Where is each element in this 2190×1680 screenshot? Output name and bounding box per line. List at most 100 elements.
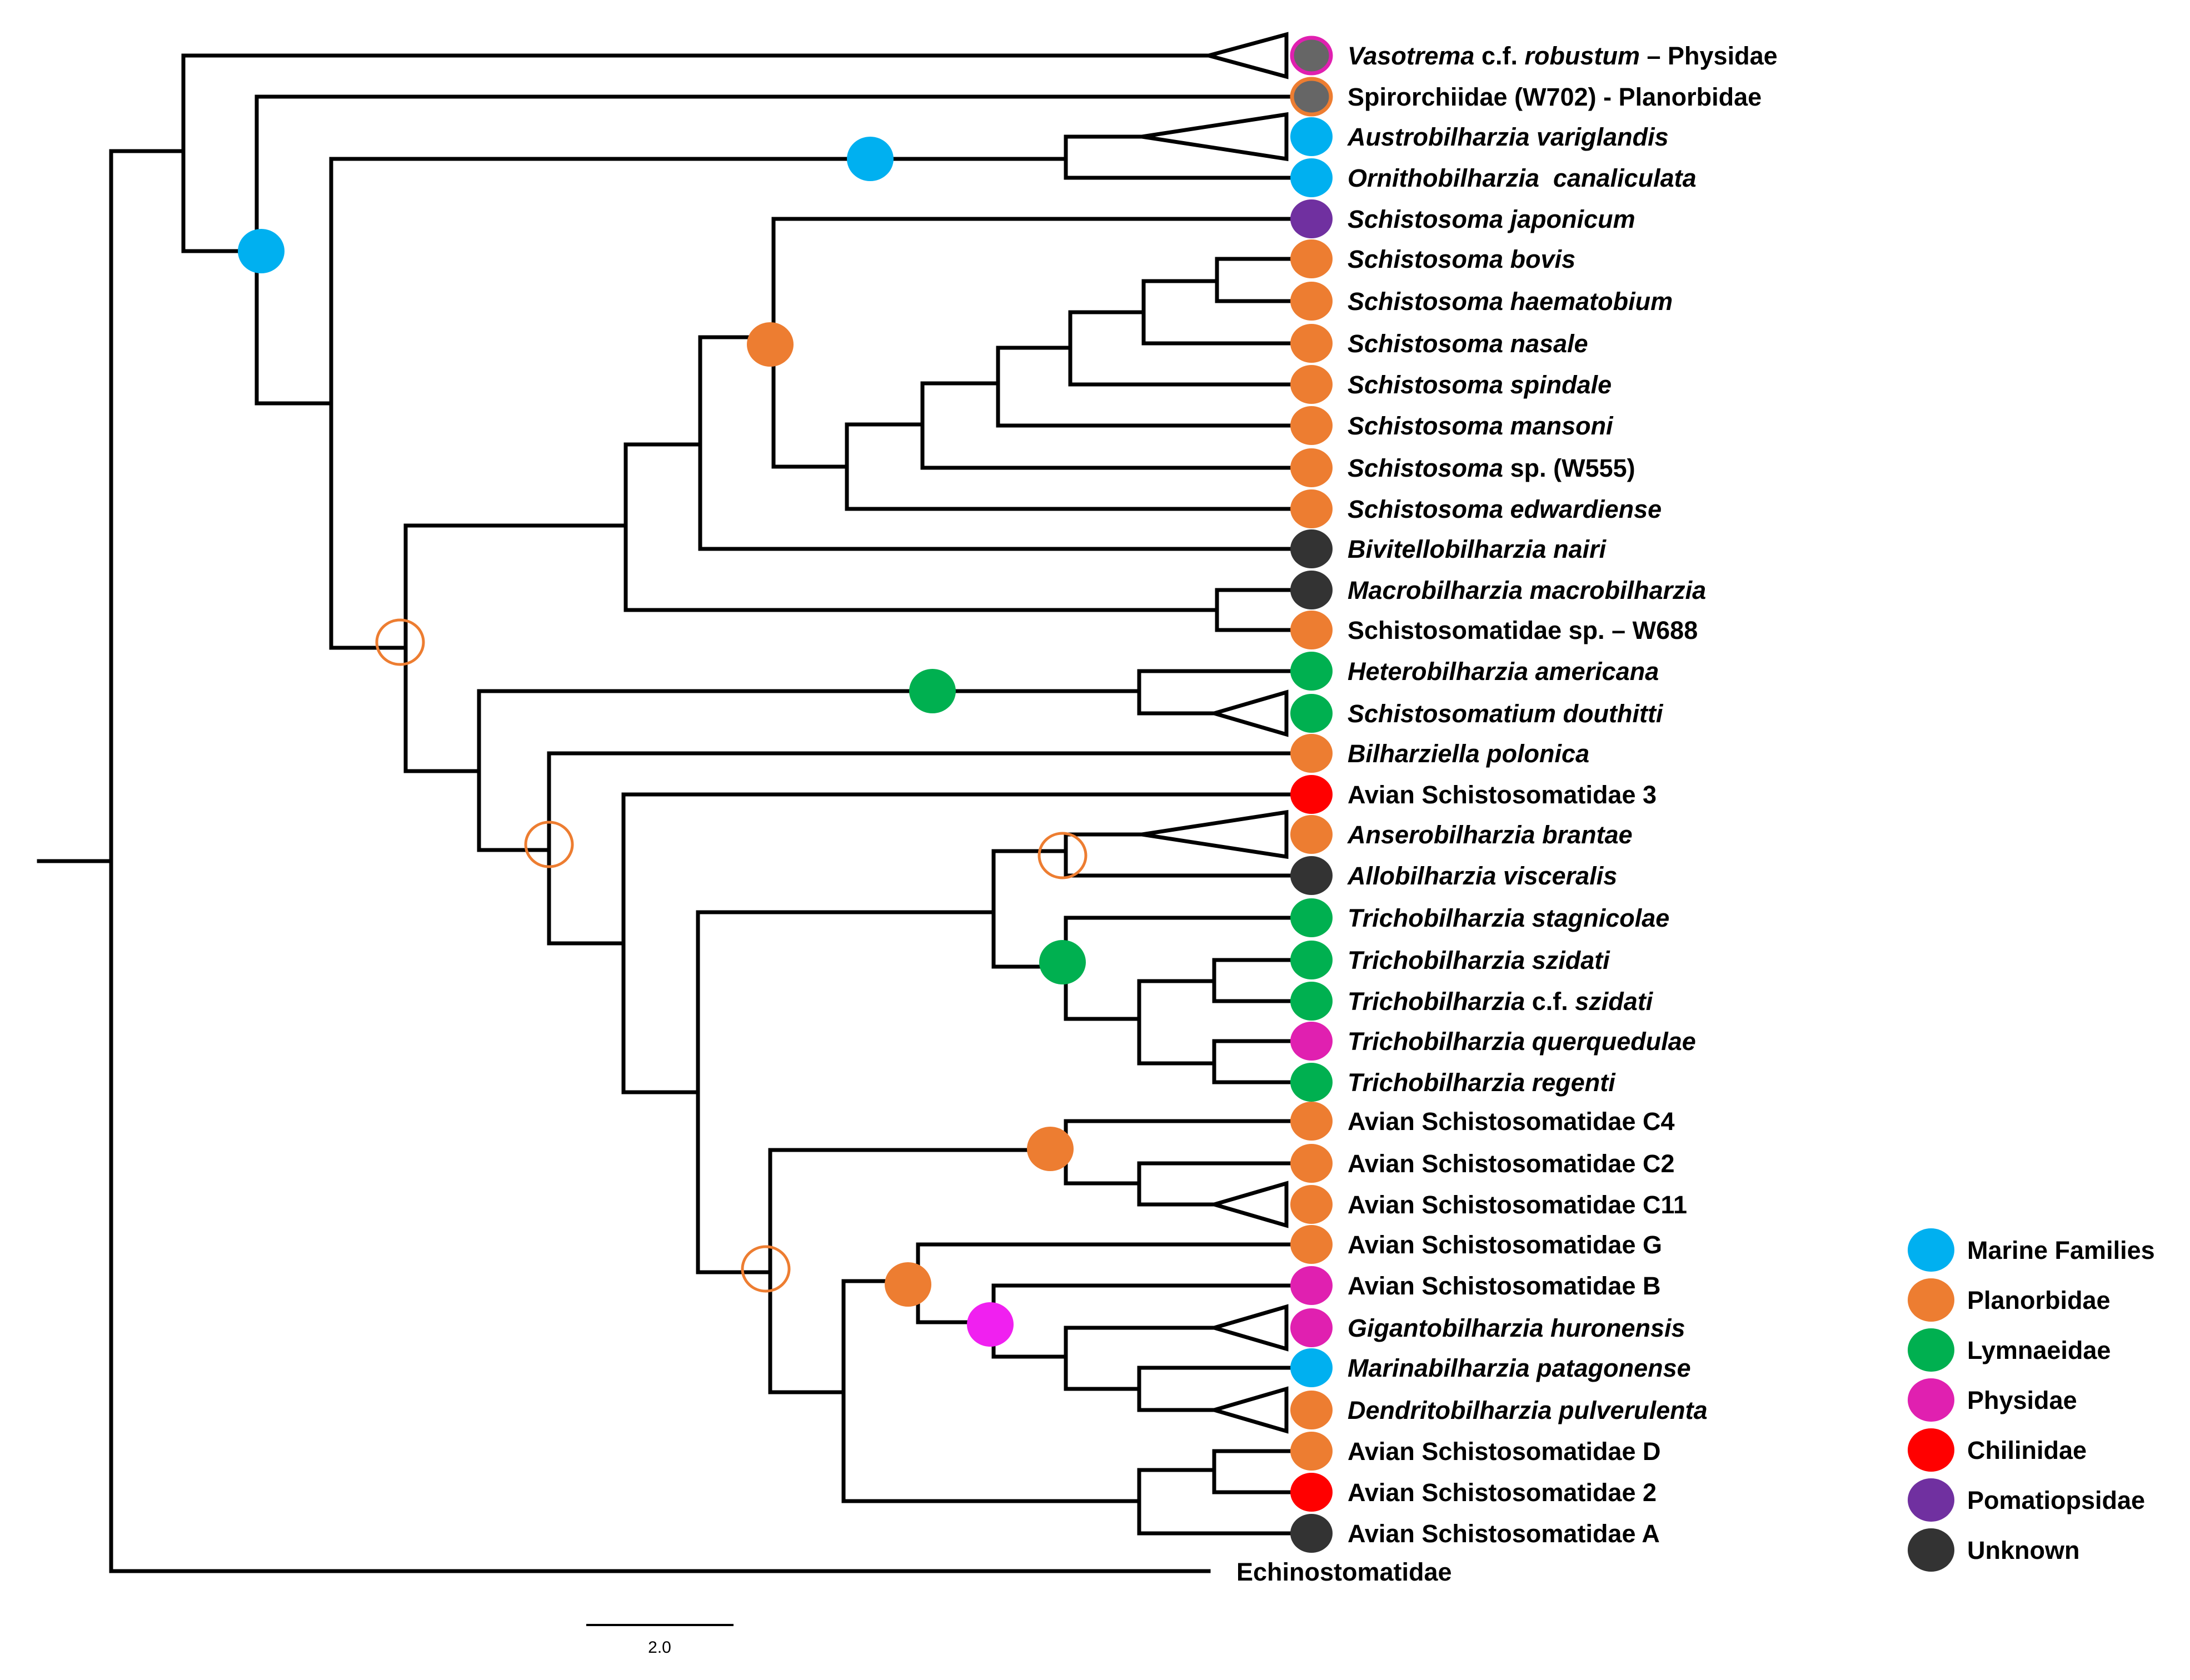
taxon-label: Heterobilharzia americana <box>1348 657 1659 686</box>
taxon-host-dot <box>1290 324 1333 363</box>
taxon-host-dot <box>1290 1144 1333 1183</box>
taxon-label: Schistosoma spindale <box>1348 371 1612 399</box>
taxon-label: Bilharziella polonica <box>1348 739 1589 768</box>
taxon-label: Trichobilharzia querquedulae <box>1348 1027 1696 1056</box>
taxon-label: Allobilharzia visceralis <box>1347 862 1617 890</box>
taxon-tips: Vasotrema c.f. robustum – Physidae Spiror… <box>1290 36 1778 1553</box>
node-state-marker <box>747 322 794 367</box>
tree-branches <box>37 53 1291 1573</box>
collapsed-clade-anserobilharzia <box>1141 809 1289 859</box>
taxon-host-dot <box>1290 1514 1333 1553</box>
taxon-host-dot <box>1290 239 1333 278</box>
taxon-label: Schistosoma mansoni <box>1348 412 1614 440</box>
legend-label: Chilinidae <box>1967 1436 2087 1464</box>
taxon-host-dot <box>1290 1063 1333 1102</box>
taxon-label: Schistosomatidae sp. – W688 <box>1348 616 1698 644</box>
taxon-label: Avian Schistosomatidae A <box>1348 1519 1660 1548</box>
taxon-host-dot <box>1290 406 1333 445</box>
taxon-host-dot <box>1290 815 1333 854</box>
node-state-marker <box>238 229 285 273</box>
taxon-host-dot <box>1290 448 1333 487</box>
taxon-host-dot <box>1290 1391 1333 1429</box>
collapsed-clade-c11 <box>1207 1181 1289 1228</box>
taxon-host-dot <box>1290 775 1333 814</box>
taxon-label: Trichobilharzia regenti <box>1348 1068 1616 1097</box>
taxon-host-dot <box>1290 489 1333 528</box>
legend-label: Planorbidae <box>1967 1286 2111 1314</box>
scale-bar-label: 2.0 <box>648 1638 671 1657</box>
taxon-label: Avian Schistosomatidae 3 <box>1348 781 1657 809</box>
taxon-label: Avian Schistosomatidae B <box>1348 1272 1661 1300</box>
node-state-marker <box>885 1262 931 1307</box>
taxon-host-dot <box>1290 1432 1333 1471</box>
taxon-host-dot <box>1290 1225 1333 1264</box>
legend-swatch <box>1908 1428 1954 1472</box>
node-state-marker <box>375 618 425 666</box>
taxon-label: Avian Schistosomatidae 2 <box>1348 1478 1657 1507</box>
taxon-host-dot <box>1290 982 1333 1021</box>
taxon-label: Bivitellobilharzia nairi <box>1348 535 1607 563</box>
taxon-label: Schistosomatium douthitti <box>1348 699 1664 728</box>
taxon-host-dot <box>1290 1102 1333 1141</box>
taxon-host-dot <box>1290 117 1333 156</box>
taxon-host-dot <box>1290 1022 1333 1061</box>
taxon-label: Vasotrema c.f. robustum – Physidae <box>1348 42 1778 70</box>
taxon-host-dot <box>1290 898 1333 937</box>
taxon-host-dot <box>1290 158 1333 197</box>
taxon-label: Ornithobilharzia canaliculata <box>1348 164 1697 192</box>
collapsed-clade-schistosomatium <box>1207 689 1289 737</box>
taxon-host-dot <box>1290 652 1333 691</box>
node-state-marker <box>524 821 574 868</box>
taxon-label: Schistosoma haematobium <box>1348 287 1673 316</box>
taxon-host-dot <box>1290 734 1333 773</box>
taxon-host-dot <box>1290 856 1333 895</box>
legend-swatch <box>1908 1228 1954 1272</box>
taxon-label: Trichobilharzia stagnicolae <box>1348 904 1669 932</box>
taxon-label: Dendritobilharzia pulverulenta <box>1348 1396 1708 1424</box>
collapsed-clade-dendritobilharzia <box>1207 1386 1289 1434</box>
ancestral-state-markers <box>238 137 1087 1347</box>
taxon-host-dot <box>1290 36 1333 76</box>
taxon-host-dot <box>1290 199 1333 238</box>
taxon-label: Avian Schistosomatidae C2 <box>1348 1149 1675 1178</box>
taxon-host-dot <box>1290 611 1333 649</box>
collapsed-clade-vasotrema <box>1201 32 1289 79</box>
node-state-marker <box>741 1245 791 1293</box>
taxon-host-dot <box>1290 941 1333 979</box>
taxon-host-dot <box>1290 529 1333 568</box>
taxon-label: Spirorchiidae (W702) - Planorbidae <box>1348 83 1762 111</box>
legend-label: Pomatiopsidae <box>1967 1486 2145 1514</box>
node-state-marker <box>1039 940 1086 984</box>
legend-swatch <box>1908 1378 1954 1422</box>
taxon-host-dot <box>1290 365 1333 404</box>
legend-swatch <box>1908 1328 1954 1372</box>
taxon-label: Marinabilharzia patagonense <box>1348 1354 1691 1382</box>
taxon-host-dot <box>1290 1348 1333 1387</box>
taxon-host-dot <box>1290 1266 1333 1305</box>
taxon-label: Avian Schistosomatidae D <box>1348 1437 1661 1466</box>
collapsed-clade-gigantobilharzia <box>1207 1304 1289 1352</box>
taxon-label: Anserobilharzia brantae <box>1347 821 1633 849</box>
collapsed-clades <box>1141 32 1289 1434</box>
legend-label: Lymnaeidae <box>1967 1336 2111 1364</box>
scale-bar: 2.0 <box>586 1624 734 1657</box>
taxon-host-dot <box>1290 571 1333 609</box>
taxon-host-dot <box>1290 77 1333 117</box>
collapsed-clade-austrobilharzia <box>1141 112 1289 162</box>
legend-swatch <box>1908 1528 1954 1572</box>
taxon-label: Schistosoma nasale <box>1348 329 1588 358</box>
taxon-label: Schistosoma japonicum <box>1348 205 1635 233</box>
taxon-host-dot <box>1290 282 1333 321</box>
taxon-label: Schistosoma edwardiense <box>1348 495 1662 523</box>
node-state-marker <box>967 1302 1014 1347</box>
taxon-label: Schistosoma bovis <box>1348 245 1575 273</box>
legend: Marine Families Planorbidae Lymnaeidae Phys… <box>1908 1228 2155 1572</box>
taxon-host-dot <box>1290 1185 1333 1224</box>
taxon-label: Austrobilharzia variglandis <box>1347 123 1669 151</box>
taxon-label: Avian Schistosomatidae C4 <box>1348 1107 1675 1136</box>
taxon-host-dot <box>1290 1308 1333 1347</box>
taxon-label: Schistosoma sp. (W555) <box>1348 454 1635 482</box>
taxon-host-dot <box>1290 694 1333 733</box>
taxon-label: Avian Schistosomatidae G <box>1348 1231 1662 1259</box>
